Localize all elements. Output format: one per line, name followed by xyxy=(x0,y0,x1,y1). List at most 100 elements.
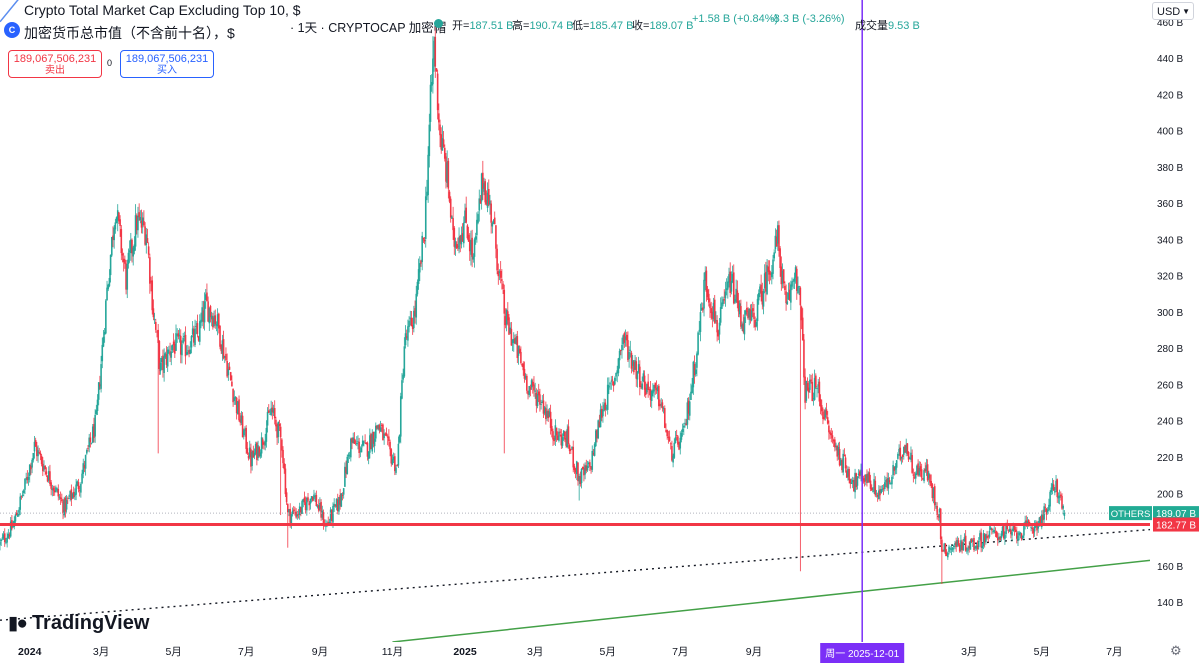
candle[interactable] xyxy=(882,484,885,496)
candle[interactable] xyxy=(179,329,182,364)
candle[interactable] xyxy=(685,418,687,426)
candle[interactable] xyxy=(561,433,564,449)
candle[interactable] xyxy=(75,478,77,501)
candle[interactable] xyxy=(320,499,322,521)
candle[interactable] xyxy=(887,472,890,495)
candle[interactable] xyxy=(364,434,366,444)
candle[interactable] xyxy=(416,279,419,297)
candle[interactable] xyxy=(290,512,293,529)
candle[interactable] xyxy=(38,447,41,455)
candle[interactable] xyxy=(385,427,388,437)
candle[interactable] xyxy=(25,472,27,484)
candle[interactable] xyxy=(22,488,25,497)
candle[interactable] xyxy=(862,475,865,484)
candle[interactable] xyxy=(565,430,567,448)
candle[interactable] xyxy=(994,527,997,537)
candle[interactable] xyxy=(99,375,101,390)
candle[interactable] xyxy=(778,220,780,257)
candle[interactable] xyxy=(886,472,888,491)
candle[interactable] xyxy=(580,468,583,489)
candle[interactable] xyxy=(58,493,61,500)
candle[interactable] xyxy=(377,424,379,431)
candle[interactable] xyxy=(233,390,236,405)
candle[interactable] xyxy=(866,469,868,487)
candle[interactable] xyxy=(690,383,692,401)
candle[interactable] xyxy=(693,355,696,384)
candle[interactable] xyxy=(511,338,514,352)
candle[interactable] xyxy=(606,377,609,415)
sell-button[interactable]: 189,067,506,231 卖出 xyxy=(8,50,102,78)
candle[interactable] xyxy=(644,381,647,399)
candle[interactable] xyxy=(942,549,944,552)
candle[interactable] xyxy=(847,466,849,481)
candle[interactable] xyxy=(949,546,952,553)
candle[interactable] xyxy=(829,430,831,439)
candle[interactable] xyxy=(394,453,396,476)
candle[interactable] xyxy=(869,474,872,492)
candle[interactable] xyxy=(360,444,363,453)
candle[interactable] xyxy=(989,526,992,531)
candle[interactable] xyxy=(344,462,346,487)
candle[interactable] xyxy=(611,375,614,386)
candle[interactable] xyxy=(384,432,387,437)
candle[interactable] xyxy=(668,430,671,442)
candle[interactable] xyxy=(285,488,288,505)
candle[interactable] xyxy=(744,309,747,323)
candle[interactable] xyxy=(863,474,866,487)
candle[interactable] xyxy=(510,321,513,346)
candle[interactable] xyxy=(687,397,690,420)
candle[interactable] xyxy=(8,532,11,540)
candle[interactable] xyxy=(970,537,973,543)
candle[interactable] xyxy=(18,507,20,517)
candle[interactable] xyxy=(930,474,932,489)
candle[interactable] xyxy=(832,438,835,447)
candle[interactable] xyxy=(27,472,30,486)
candle[interactable] xyxy=(264,433,267,451)
candle[interactable] xyxy=(849,478,852,489)
trendline-blue[interactable] xyxy=(0,0,89,23)
candle[interactable] xyxy=(28,464,31,483)
candle[interactable] xyxy=(722,296,724,307)
candle[interactable] xyxy=(159,357,162,375)
candle[interactable] xyxy=(484,178,487,206)
candle[interactable] xyxy=(314,492,316,502)
candle[interactable] xyxy=(310,496,313,503)
candle[interactable] xyxy=(321,505,324,520)
candle[interactable] xyxy=(185,345,188,356)
candle[interactable] xyxy=(77,478,80,493)
candle[interactable] xyxy=(47,466,50,483)
candle[interactable] xyxy=(206,283,208,302)
candle[interactable] xyxy=(634,355,636,370)
candle[interactable] xyxy=(1016,526,1018,544)
candle[interactable] xyxy=(677,435,679,448)
candle[interactable] xyxy=(398,434,401,444)
candle[interactable] xyxy=(86,448,88,455)
candle[interactable] xyxy=(748,308,751,326)
candle[interactable] xyxy=(198,314,201,346)
candle[interactable] xyxy=(275,416,277,432)
candle[interactable] xyxy=(781,263,784,289)
candle[interactable] xyxy=(960,534,962,553)
candle[interactable] xyxy=(583,463,585,482)
candle[interactable] xyxy=(229,371,232,381)
candle[interactable] xyxy=(992,528,994,534)
candle[interactable] xyxy=(756,294,759,331)
candle[interactable] xyxy=(434,25,437,78)
candle[interactable] xyxy=(605,404,608,411)
candle[interactable] xyxy=(291,507,294,517)
candle[interactable] xyxy=(106,280,108,301)
candle[interactable] xyxy=(635,357,638,387)
candle[interactable] xyxy=(34,437,37,447)
candle[interactable] xyxy=(768,260,771,285)
candle[interactable] xyxy=(599,403,602,428)
candle[interactable] xyxy=(527,390,529,400)
candle[interactable] xyxy=(597,419,599,440)
candle[interactable] xyxy=(468,232,471,261)
candle[interactable] xyxy=(152,299,155,321)
candle[interactable] xyxy=(571,446,573,451)
candle[interactable] xyxy=(652,383,654,397)
candle[interactable] xyxy=(503,284,506,454)
candle[interactable] xyxy=(284,463,287,498)
candle[interactable] xyxy=(333,498,335,512)
candle[interactable] xyxy=(1048,498,1050,511)
